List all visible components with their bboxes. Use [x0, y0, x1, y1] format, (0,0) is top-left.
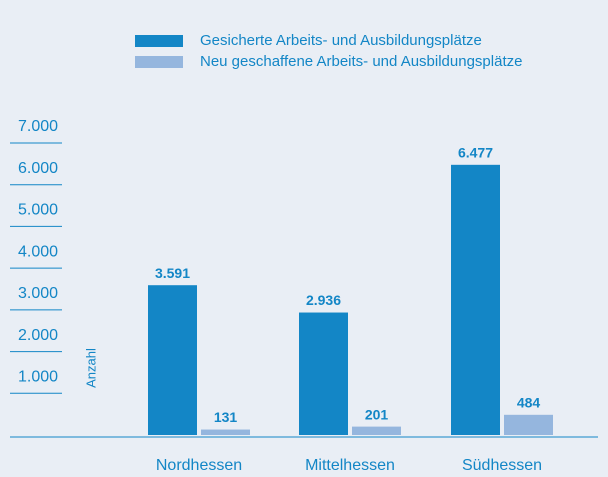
- y-axis-label: Anzahl: [83, 348, 98, 388]
- bar: [299, 312, 348, 435]
- legend-label: Neu geschaffene Arbeits- und Ausbildungs…: [200, 53, 522, 70]
- y-tick-label: 5.000: [18, 202, 58, 219]
- y-tick-label: 4.000: [18, 243, 58, 260]
- legend-label: Gesicherte Arbeits- und Ausbildungsplätz…: [200, 32, 482, 49]
- legend-swatch: [135, 56, 183, 68]
- y-tick-label: 7.000: [18, 118, 58, 135]
- y-tick-label: 1.000: [18, 369, 58, 386]
- bar: [201, 429, 250, 435]
- y-tick-label: 3.000: [18, 285, 58, 302]
- bar: [352, 426, 401, 435]
- x-tick-label: Mittelhessen: [305, 457, 395, 474]
- bar: [148, 285, 197, 435]
- value-label: 201: [365, 406, 389, 422]
- bar: [504, 414, 553, 435]
- value-label: 6.477: [458, 145, 493, 161]
- value-label: 484: [517, 395, 541, 411]
- y-tick-label: 6.000: [18, 160, 58, 177]
- value-label: 2.936: [306, 292, 341, 308]
- y-tick-label: 2.000: [18, 327, 58, 344]
- bar: [451, 164, 500, 435]
- x-tick-label: Nordhessen: [156, 457, 242, 474]
- x-tick-label: Südhessen: [462, 457, 542, 474]
- legend-swatch: [135, 35, 183, 47]
- value-label: 3.591: [155, 265, 190, 281]
- value-label: 131: [214, 409, 238, 425]
